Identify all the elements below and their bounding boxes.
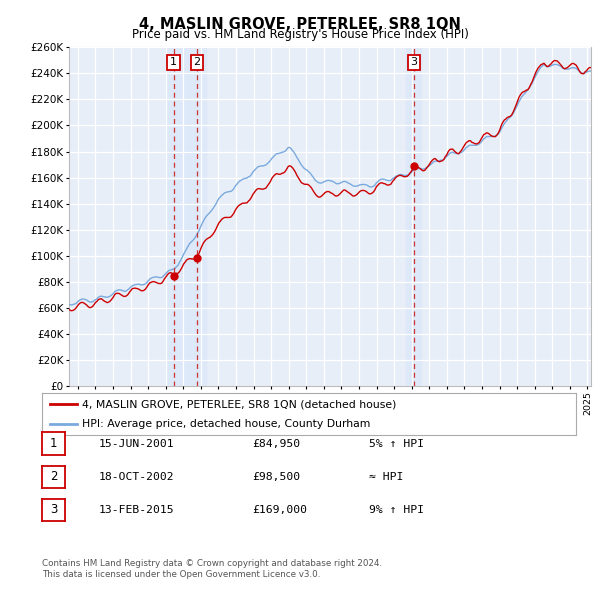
- Text: HPI: Average price, detached house, County Durham: HPI: Average price, detached house, Coun…: [82, 419, 370, 429]
- Text: 13-FEB-2015: 13-FEB-2015: [99, 505, 175, 514]
- Text: Contains HM Land Registry data © Crown copyright and database right 2024.
This d: Contains HM Land Registry data © Crown c…: [42, 559, 382, 579]
- Bar: [166, 47, 206, 386]
- Text: 3: 3: [50, 503, 57, 516]
- Text: 18-OCT-2002: 18-OCT-2002: [99, 472, 175, 481]
- Bar: [406, 47, 421, 386]
- Text: 2: 2: [194, 57, 200, 67]
- Text: 1: 1: [170, 57, 177, 67]
- Text: £98,500: £98,500: [252, 472, 300, 481]
- Text: Price paid vs. HM Land Registry's House Price Index (HPI): Price paid vs. HM Land Registry's House …: [131, 28, 469, 41]
- Text: 1: 1: [50, 437, 57, 450]
- Text: £84,950: £84,950: [252, 439, 300, 448]
- Text: 3: 3: [410, 57, 418, 67]
- Text: 9% ↑ HPI: 9% ↑ HPI: [369, 505, 424, 514]
- Text: 2: 2: [50, 470, 57, 483]
- Text: 5% ↑ HPI: 5% ↑ HPI: [369, 439, 424, 448]
- Text: 4, MASLIN GROVE, PETERLEE, SR8 1QN: 4, MASLIN GROVE, PETERLEE, SR8 1QN: [139, 17, 461, 31]
- Text: 15-JUN-2001: 15-JUN-2001: [99, 439, 175, 448]
- Text: 4, MASLIN GROVE, PETERLEE, SR8 1QN (detached house): 4, MASLIN GROVE, PETERLEE, SR8 1QN (deta…: [82, 399, 397, 409]
- Text: ≈ HPI: ≈ HPI: [369, 472, 403, 481]
- Text: £169,000: £169,000: [252, 505, 307, 514]
